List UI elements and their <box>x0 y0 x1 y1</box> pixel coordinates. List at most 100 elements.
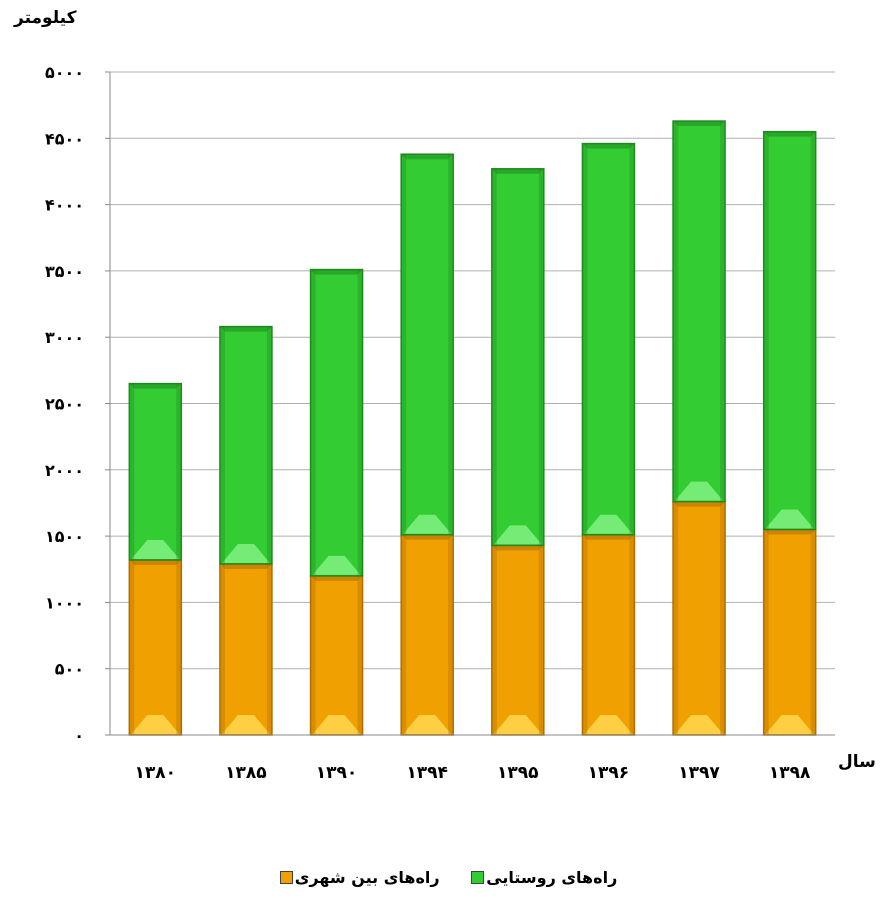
bar-side-shade <box>401 534 407 735</box>
bar-bevel-top <box>219 326 272 332</box>
y-axis-label: کیلومتر <box>14 8 77 28</box>
bar-bevel-top <box>401 534 454 540</box>
bar-segment <box>762 528 817 736</box>
bar-side-shade <box>310 575 316 735</box>
bar-side-shade <box>629 143 635 535</box>
x-tick-label: ۱۳۹۸ <box>769 763 811 783</box>
bar-bevel-bottom <box>131 715 180 734</box>
legend-item-intercity: راه‌های بین شهری <box>278 868 440 887</box>
x-axis-tick-labels: ۱۳۸۰ ۱۳۸۵ ۱۳۹۰ ۱۳۹۴ ۱۳۹۵ ۱۳۹۶ ۱۳۹۷ ۱۳۹۸ <box>135 763 812 783</box>
y-tick-label: ۱۵۰۰ <box>45 527 84 546</box>
legend-label-rural: راه‌های روستایی <box>486 868 618 887</box>
bar-segment <box>128 382 183 561</box>
bar-bevel-bottom <box>493 525 542 545</box>
bar-segment <box>581 534 636 736</box>
bar-bevel-top <box>491 545 544 551</box>
y-axis-tick-labels: ۰ ۵۰۰ ۱۰۰۰ ۱۵۰۰ ۲۰۰۰ ۲۵۰۰ ۳۰۰۰ ۳۵۰۰ ۴۰۰۰ ۴۵۰۰ ۵۰۰۰ <box>45 63 110 745</box>
bar-side-shade <box>673 121 679 502</box>
gridlines <box>110 71 835 670</box>
y-tick-label: ۴۵۰۰ <box>45 129 84 148</box>
bar-bevel-bottom <box>675 715 724 734</box>
y-tick-label: ۳۰۰۰ <box>45 328 84 347</box>
bar-bevel-top <box>763 131 816 137</box>
bar-side-shade <box>763 529 769 735</box>
bar-segment <box>400 534 454 736</box>
y-tick-label: ۵۰۰۰ <box>45 63 84 82</box>
bar-side-shade <box>491 545 497 735</box>
bar-side-shade <box>810 529 816 735</box>
bar-side-shade <box>538 545 544 735</box>
bar-bevel-top <box>129 559 182 565</box>
x-tick-label: ۱۳۸۰ <box>135 763 177 783</box>
bar-bevel-bottom <box>403 514 452 534</box>
bar-side-shade <box>448 534 454 735</box>
bar-bevel-bottom <box>584 715 633 734</box>
y-tick-label: ۲۵۰۰ <box>45 395 84 414</box>
bar-side-shade <box>810 131 816 530</box>
legend: راه‌های بین شهری راه‌های روستایی <box>0 868 895 888</box>
bar-bevel-bottom <box>675 481 724 501</box>
bar-bevel-top <box>673 121 726 127</box>
bar-side-shade <box>673 501 679 735</box>
bar-side-shade <box>401 154 407 535</box>
bar-segment <box>309 575 364 736</box>
legend-swatch-rural <box>471 871 485 884</box>
bar-segment <box>400 153 454 536</box>
bar-side-shade <box>629 534 635 735</box>
bar-bevel-bottom <box>765 715 814 734</box>
y-tick-label: ۰ <box>74 726 84 745</box>
bar-segment <box>762 130 817 531</box>
bar-segment <box>491 168 545 547</box>
bar-bevel-bottom <box>765 509 814 529</box>
bar-bevel-bottom <box>221 715 270 734</box>
y-tick-label: ۵۰۰ <box>55 660 84 679</box>
y-tick-label: ۲۰۰۰ <box>45 461 84 480</box>
bar-bevel-bottom <box>403 715 452 734</box>
bar-side-shade <box>266 326 272 564</box>
bar-side-shade <box>720 121 726 502</box>
bar-bevel-top <box>582 534 635 540</box>
bar-bevel-top <box>401 154 454 160</box>
bar-side-shade <box>310 269 316 576</box>
legend-item-rural: راه‌های روستایی <box>469 868 617 887</box>
bar-side-shade <box>129 559 135 735</box>
bar-side-shade <box>357 575 363 735</box>
bar-segment <box>309 268 364 577</box>
legend-swatch-intercity <box>279 871 293 884</box>
bar-side-shade <box>266 563 272 735</box>
bar-side-shade <box>720 501 726 735</box>
y-tick-label: ۱۰۰۰ <box>45 593 84 612</box>
bars <box>128 120 817 736</box>
bar-bevel-top <box>129 383 182 389</box>
x-tick-label: ۱۳۹۵ <box>497 763 539 783</box>
bar-side-shade <box>176 559 182 735</box>
bar-segment <box>491 544 545 736</box>
bar-bevel-top <box>310 269 363 275</box>
bar-bevel-bottom <box>312 715 361 734</box>
x-tick-label: ۱۳۹۰ <box>316 763 358 783</box>
x-axis-label: سال <box>838 752 876 772</box>
bar-side-shade <box>582 534 588 735</box>
y-tick-label: ۳۵۰۰ <box>45 262 84 281</box>
bar-bevel-bottom <box>493 715 542 734</box>
x-tick-label: ۱۳۸۵ <box>225 763 267 783</box>
bar-bevel-top <box>310 575 363 581</box>
bar-bevel-top <box>491 168 544 174</box>
x-tick-label: ۱۳۹۴ <box>406 763 448 783</box>
x-tick-label: ۱۳۹۷ <box>678 763 720 783</box>
bar-bevel-top <box>219 563 272 569</box>
bar-bevel-bottom <box>584 514 633 534</box>
bar-bevel-bottom <box>221 543 270 563</box>
bar-segment <box>672 500 726 736</box>
bar-side-shade <box>176 383 182 560</box>
bar-side-shade <box>491 168 497 546</box>
bar-side-shade <box>219 563 225 735</box>
bar-side-shade <box>538 168 544 546</box>
bar-side-shade <box>129 383 135 560</box>
bar-side-shade <box>448 154 454 535</box>
bar-bevel-top <box>582 143 635 149</box>
bar-side-shade <box>763 131 769 530</box>
bar-side-shade <box>219 326 225 564</box>
y-tick-label: ۴۰۰۰ <box>45 196 84 215</box>
